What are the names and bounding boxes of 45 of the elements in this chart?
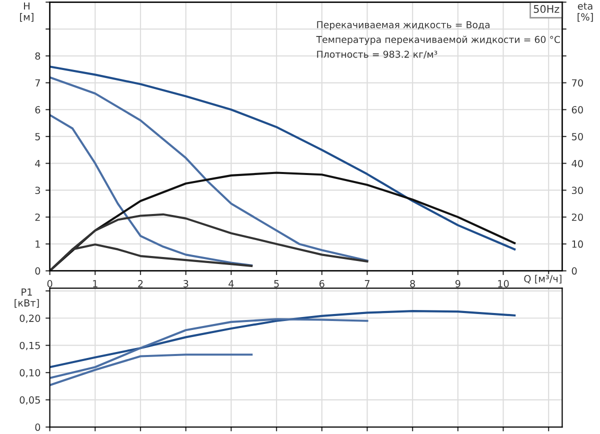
x-tick-label: 7 <box>364 280 370 288</box>
x-tick-label: 8 <box>410 280 415 288</box>
y2-axis-title: eta [%] <box>578 2 593 22</box>
y-axis-title: H [м] <box>20 2 34 22</box>
y-tick-label: 2 <box>35 214 40 221</box>
y-tick-label: 0 <box>35 267 40 275</box>
line-series <box>50 66 516 250</box>
y-tick-label: 0,20 <box>20 314 40 323</box>
x-tick-label: 5 <box>274 280 279 288</box>
y2-tick-label: 20 <box>572 214 583 221</box>
y-tick-label: 0,15 <box>20 342 40 350</box>
y-tick-label: 7 <box>35 79 40 86</box>
y2-tick-label: 70 <box>572 79 583 87</box>
y2-tick-label: 60 <box>572 106 583 114</box>
y2-tick-label: 50 <box>572 132 583 140</box>
x-tick-label: 6 <box>319 280 324 288</box>
x-tick-label: 10 <box>498 280 509 288</box>
annotation: Перекачиваемая жидкость = Вода <box>317 21 490 30</box>
y-axis-title: P1 [кВт] <box>14 288 39 308</box>
x-tick-label: 2 <box>138 280 143 288</box>
y-tick-label: 0,05 <box>20 396 40 405</box>
y-tick-label: 6 <box>35 106 40 114</box>
annotation: Температура перекачиваемой жидкости = 60 °C <box>316 36 560 45</box>
y-tick-label: 0 <box>35 424 40 431</box>
y2-tick-label: 40 <box>572 160 583 168</box>
x-tick-label: 0 <box>47 280 52 288</box>
y-tick-label: 0,10 <box>20 369 40 378</box>
x-tick-label: 9 <box>455 280 460 288</box>
y-tick-label: 8 <box>35 52 40 60</box>
chart-title: 50Hz <box>534 5 560 13</box>
x-axis-title: Q [м³/ч] <box>524 274 562 284</box>
x-tick-label: 4 <box>228 280 234 288</box>
y-tick-label: 1 <box>36 240 40 248</box>
y2-tick-label: 30 <box>572 186 583 194</box>
line-series <box>50 114 253 266</box>
y-tick-label: 5 <box>35 133 40 140</box>
annotation: Плотность = 983.2 кг/м³ <box>317 50 438 59</box>
x-tick-label: 1 <box>93 280 98 288</box>
y-tick-label: 4 <box>35 160 40 168</box>
y2-tick-label: 10 <box>572 240 583 248</box>
y-tick-label: 3 <box>35 186 40 194</box>
y2-tick-label: 0 <box>572 267 577 275</box>
x-tick-label: 3 <box>183 280 188 288</box>
line-series <box>50 76 368 262</box>
line-series <box>50 310 516 368</box>
